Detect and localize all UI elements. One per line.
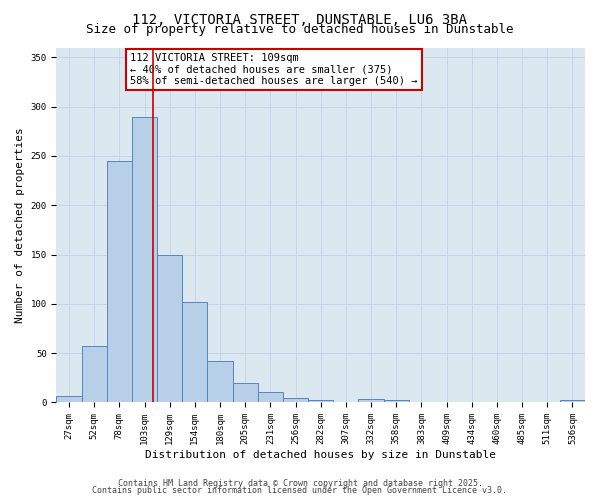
Bar	[107, 161, 132, 402]
Bar	[82, 346, 107, 403]
Bar	[308, 400, 333, 402]
Bar	[383, 400, 409, 402]
Bar	[132, 116, 157, 403]
Bar	[233, 383, 258, 402]
Text: Contains HM Land Registry data © Crown copyright and database right 2025.: Contains HM Land Registry data © Crown c…	[118, 478, 482, 488]
Y-axis label: Number of detached properties: Number of detached properties	[15, 127, 25, 323]
Bar	[258, 392, 283, 402]
Bar	[283, 398, 308, 402]
Text: 112, VICTORIA STREET, DUNSTABLE, LU6 3BA: 112, VICTORIA STREET, DUNSTABLE, LU6 3BA	[133, 12, 467, 26]
X-axis label: Distribution of detached houses by size in Dunstable: Distribution of detached houses by size …	[145, 450, 496, 460]
Text: Contains public sector information licensed under the Open Government Licence v3: Contains public sector information licen…	[92, 486, 508, 495]
Bar	[358, 398, 383, 402]
Bar	[56, 396, 82, 402]
Bar	[208, 361, 233, 403]
Bar	[182, 302, 208, 402]
Bar	[560, 400, 585, 402]
Bar	[157, 254, 182, 402]
Text: 112 VICTORIA STREET: 109sqm
← 40% of detached houses are smaller (375)
58% of se: 112 VICTORIA STREET: 109sqm ← 40% of det…	[130, 53, 418, 86]
Text: Size of property relative to detached houses in Dunstable: Size of property relative to detached ho…	[86, 22, 514, 36]
